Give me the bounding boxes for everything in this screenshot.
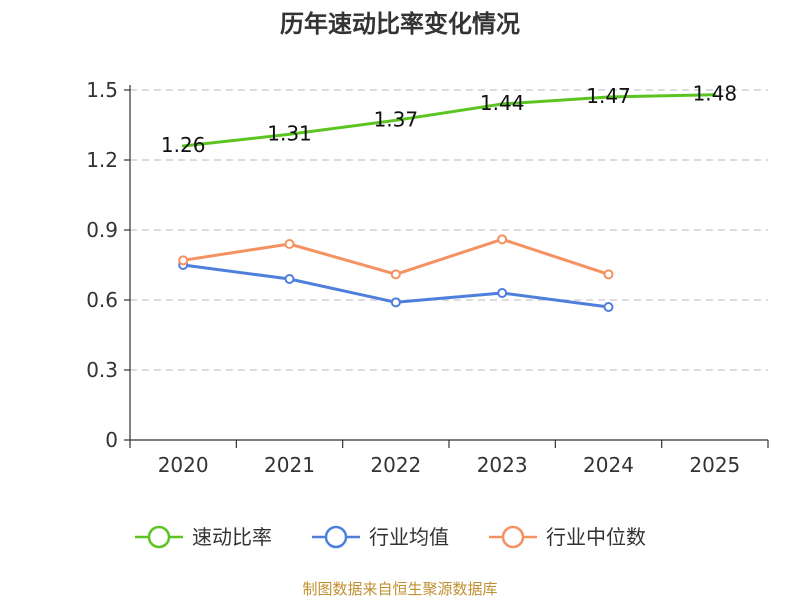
legend-label: 行业均值 xyxy=(369,525,449,549)
x-tick-label: 2023 xyxy=(477,453,528,477)
series-line-3 xyxy=(181,237,610,276)
x-tick-label: 2020 xyxy=(158,453,209,477)
legend-label: 速动比率 xyxy=(192,525,272,549)
data-point xyxy=(284,239,295,249)
gridlines xyxy=(130,89,768,371)
x-tick-label: 2024 xyxy=(583,453,634,477)
y-tick-label: 0.9 xyxy=(86,218,118,242)
y-tick-label: 1.2 xyxy=(86,148,118,172)
y-tick-label: 1.5 xyxy=(86,78,118,102)
data-point xyxy=(497,288,508,298)
data-point xyxy=(603,302,614,312)
y-tick-label: 0.6 xyxy=(86,288,118,312)
data-label: 1.31 xyxy=(267,121,312,145)
legend-marker xyxy=(324,525,348,549)
x-tick-label: 2021 xyxy=(264,453,315,477)
data-point xyxy=(284,274,295,284)
data-point xyxy=(178,255,189,266)
source-note: 制图数据来自恒生聚源数据库 xyxy=(302,580,497,598)
legend-label: 行业中位数 xyxy=(546,525,646,549)
x-tick-label: 2025 xyxy=(689,453,740,477)
data-label: 1.26 xyxy=(161,133,206,157)
legend-marker xyxy=(147,525,171,549)
data-point xyxy=(497,234,508,245)
y-tick-label: 0.3 xyxy=(86,358,118,382)
data-label: 1.37 xyxy=(374,107,419,131)
data-point xyxy=(390,297,401,308)
data-point xyxy=(603,269,614,280)
legend-marker xyxy=(501,525,525,549)
legend: 速动比率 行业均值 行业中位数 xyxy=(135,525,646,549)
chart-title: 历年速动比率变化情况 xyxy=(280,10,520,38)
data-label: 1.44 xyxy=(480,91,525,115)
series-line-1 xyxy=(181,93,717,148)
x-tick-label: 2022 xyxy=(370,453,421,477)
data-point xyxy=(390,269,401,280)
axes: 0 0.3 0.6 0.9 1.2 1.5 2020 2021 2022 2023 2024 2025 xyxy=(86,78,769,477)
series-group: 1.26 1.31 1.37 1.44 1.47 1.48 xyxy=(161,82,738,312)
y-tick-label: 0 xyxy=(105,428,118,452)
data-label: 1.48 xyxy=(693,82,738,106)
data-label: 1.47 xyxy=(586,84,631,108)
